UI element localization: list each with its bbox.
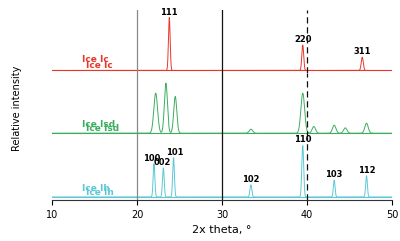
Text: Ice Isd: Ice Isd	[86, 124, 119, 133]
Text: 311: 311	[354, 47, 371, 56]
Text: 100: 100	[143, 154, 160, 163]
Text: Ice Isd: Ice Isd	[82, 120, 115, 129]
Text: Ice Ih: Ice Ih	[82, 184, 110, 193]
Text: 002: 002	[153, 158, 171, 167]
X-axis label: 2x theta, °: 2x theta, °	[192, 225, 252, 235]
Text: 220: 220	[294, 35, 312, 44]
Text: Relative intensity: Relative intensity	[12, 66, 22, 151]
Text: Ice Ic: Ice Ic	[86, 61, 113, 70]
Text: 112: 112	[358, 166, 375, 175]
Text: Ice Ic: Ice Ic	[82, 55, 108, 64]
Text: 110: 110	[294, 135, 312, 144]
Text: Ice Ih: Ice Ih	[86, 188, 114, 197]
Text: 103: 103	[326, 170, 343, 179]
Text: 101: 101	[166, 147, 184, 156]
Text: 102: 102	[242, 175, 260, 184]
Text: 111: 111	[160, 7, 178, 17]
